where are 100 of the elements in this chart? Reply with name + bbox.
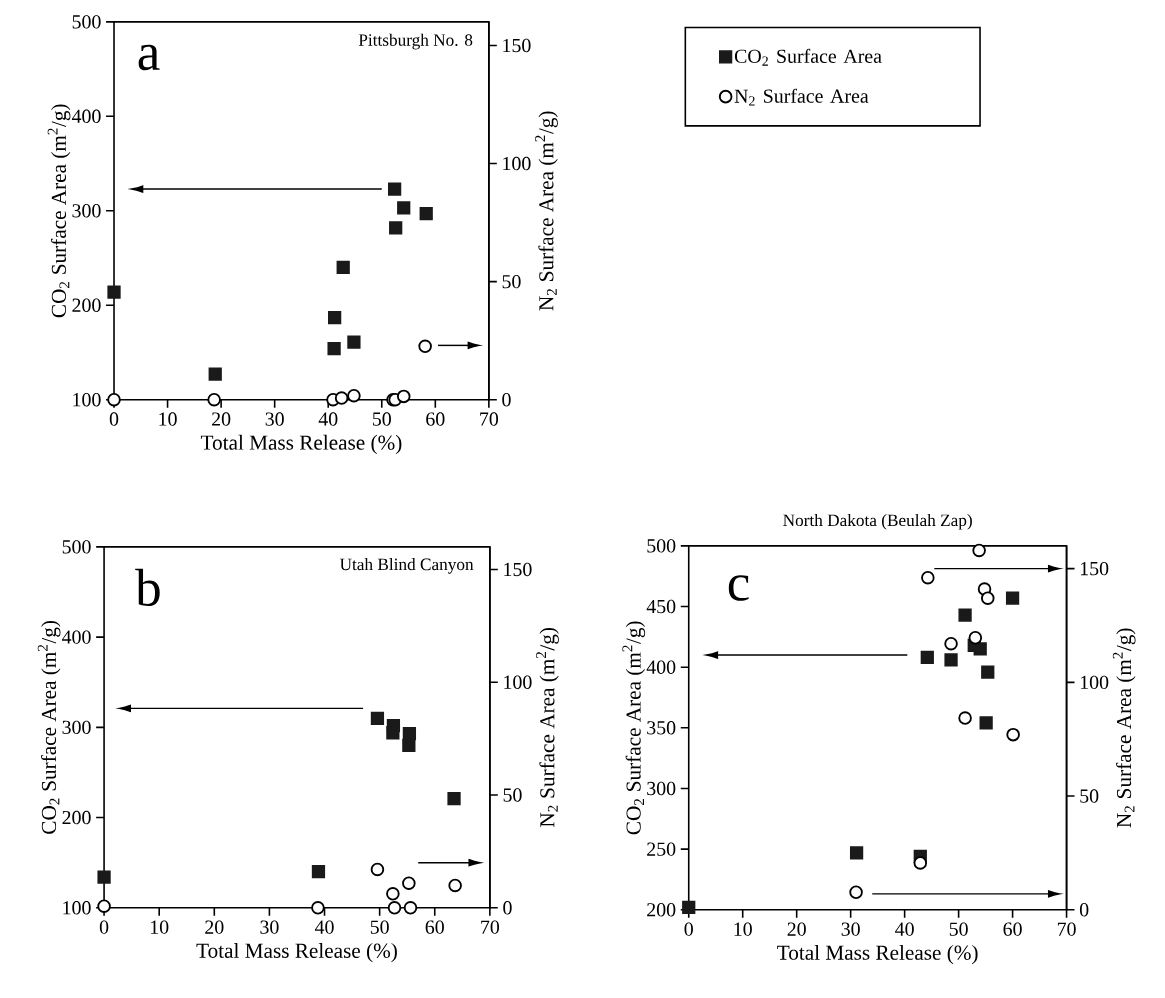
- point: [920, 650, 934, 664]
- y2-tick-label: 100: [504, 675, 532, 689]
- x-tick-label: 10: [159, 412, 177, 426]
- y2-tick-label: 50: [503, 788, 522, 802]
- point: [402, 738, 416, 752]
- point: [447, 791, 461, 806]
- y-tick-label: 200: [647, 902, 676, 917]
- y-tick-label: 200: [72, 298, 101, 312]
- point: [913, 856, 928, 870]
- y-tick-label: 500: [647, 539, 676, 553]
- point: [334, 391, 349, 405]
- point: [682, 900, 696, 914]
- x-tick-label: 10: [150, 920, 169, 934]
- x-tick-label: 60: [426, 412, 445, 426]
- point: [397, 201, 411, 215]
- chart-title: North Dakota (Beulah Zap): [783, 513, 972, 530]
- y-tick-label: 300: [72, 203, 101, 218]
- point: [207, 392, 221, 407]
- point: [958, 608, 972, 622]
- x-tick-label: 0: [99, 920, 109, 934]
- y-tick-label: 300: [647, 781, 676, 796]
- y-tick-label: 250: [647, 842, 676, 856]
- point: [347, 335, 361, 349]
- y-tick-label: 450: [646, 599, 676, 614]
- y2-axis-title: N$_{2}$ Surface Area (m$^{2}$/g): [536, 627, 559, 827]
- point: [387, 182, 402, 196]
- legend-label: CO$_{2}$ Surface Area: [734, 48, 882, 66]
- x-tick-label: 40: [318, 412, 338, 426]
- point: [418, 339, 432, 353]
- point: [402, 726, 417, 741]
- x-tick-label: 50: [949, 922, 968, 936]
- x-tick-label: 70: [1057, 922, 1076, 936]
- point: [311, 864, 326, 879]
- x-tick-label: 70: [480, 412, 499, 426]
- point: [386, 886, 400, 901]
- point: [107, 392, 121, 407]
- point: [311, 900, 325, 915]
- point: [396, 389, 411, 404]
- y2-tick-label: 50: [502, 274, 521, 289]
- point: [968, 630, 983, 645]
- point: [387, 900, 402, 915]
- x-axis-title: Total Mass Release (%): [196, 942, 397, 963]
- y-tick-label: 400: [71, 109, 101, 123]
- point: [1005, 591, 1020, 605]
- y2-tick-label: 0: [1079, 902, 1089, 917]
- x-tick-label: 50: [370, 920, 389, 934]
- point: [386, 725, 400, 740]
- x-tick-label: 0: [109, 412, 119, 426]
- x-tick-label: 70: [481, 920, 500, 934]
- annotation: a: [138, 44, 160, 71]
- y2-tick-label: 50: [1080, 789, 1099, 803]
- x-tick-label: 50: [372, 412, 391, 426]
- x-tick-label: 60: [1003, 922, 1022, 936]
- point: [370, 711, 385, 725]
- point: [336, 260, 350, 274]
- y2-tick-label: 0: [502, 392, 511, 407]
- point: [849, 846, 864, 860]
- point: [921, 570, 935, 585]
- legend-label: N$_{2}$ Surface Area: [734, 88, 869, 106]
- text: Utah Blind Canyon: [339, 557, 474, 574]
- x-tick-label: 0: [684, 922, 693, 936]
- point: [973, 642, 987, 656]
- point: [448, 878, 462, 893]
- point: [97, 870, 111, 884]
- point: [347, 388, 361, 403]
- point: [327, 341, 341, 356]
- y-tick-label: 400: [62, 630, 91, 644]
- point: [958, 711, 972, 725]
- point: [981, 665, 995, 679]
- y-tick-label: 500: [62, 540, 91, 554]
- annotation: b: [135, 568, 160, 606]
- point: [849, 885, 863, 899]
- point: [389, 221, 403, 235]
- point: [328, 310, 342, 325]
- annotation: c: [728, 575, 749, 601]
- point: [97, 899, 111, 913]
- x-tick-label: 30: [841, 922, 860, 936]
- y2-tick-label: 150: [503, 38, 531, 53]
- x-tick-label: 30: [260, 920, 279, 934]
- point: [419, 206, 433, 221]
- point: [403, 900, 418, 915]
- point: [370, 862, 385, 877]
- point: [972, 543, 986, 558]
- x-tick-label: 30: [265, 412, 284, 426]
- x-tick-label: 20: [212, 412, 231, 426]
- text: Pittsburgh No. 8: [358, 33, 473, 50]
- y2-tick-label: 100: [503, 156, 531, 171]
- y2-tick-label: 150: [1080, 561, 1109, 576]
- y-axis-title: CO$_{2}$ Surface Area (m$^{2}$/g): [622, 621, 646, 835]
- point: [979, 716, 993, 730]
- y-tick-label: 350: [647, 720, 676, 735]
- point: [944, 636, 958, 651]
- x-axis-title: Total Mass Release (%): [777, 944, 978, 965]
- x-tick-label: 20: [205, 920, 224, 934]
- y-axis-title: CO$_{2}$ Surface Area (m$^{2}$/g): [47, 104, 71, 318]
- x-tick-label: 10: [734, 922, 752, 936]
- x-axis-title: Total Mass Release (%): [200, 434, 402, 454]
- y2-tick-label: 100: [1080, 675, 1109, 689]
- y2-axis-title: N$_{2}$ Surface Area (m$^{2}$/g): [1112, 628, 1136, 828]
- point: [981, 591, 995, 605]
